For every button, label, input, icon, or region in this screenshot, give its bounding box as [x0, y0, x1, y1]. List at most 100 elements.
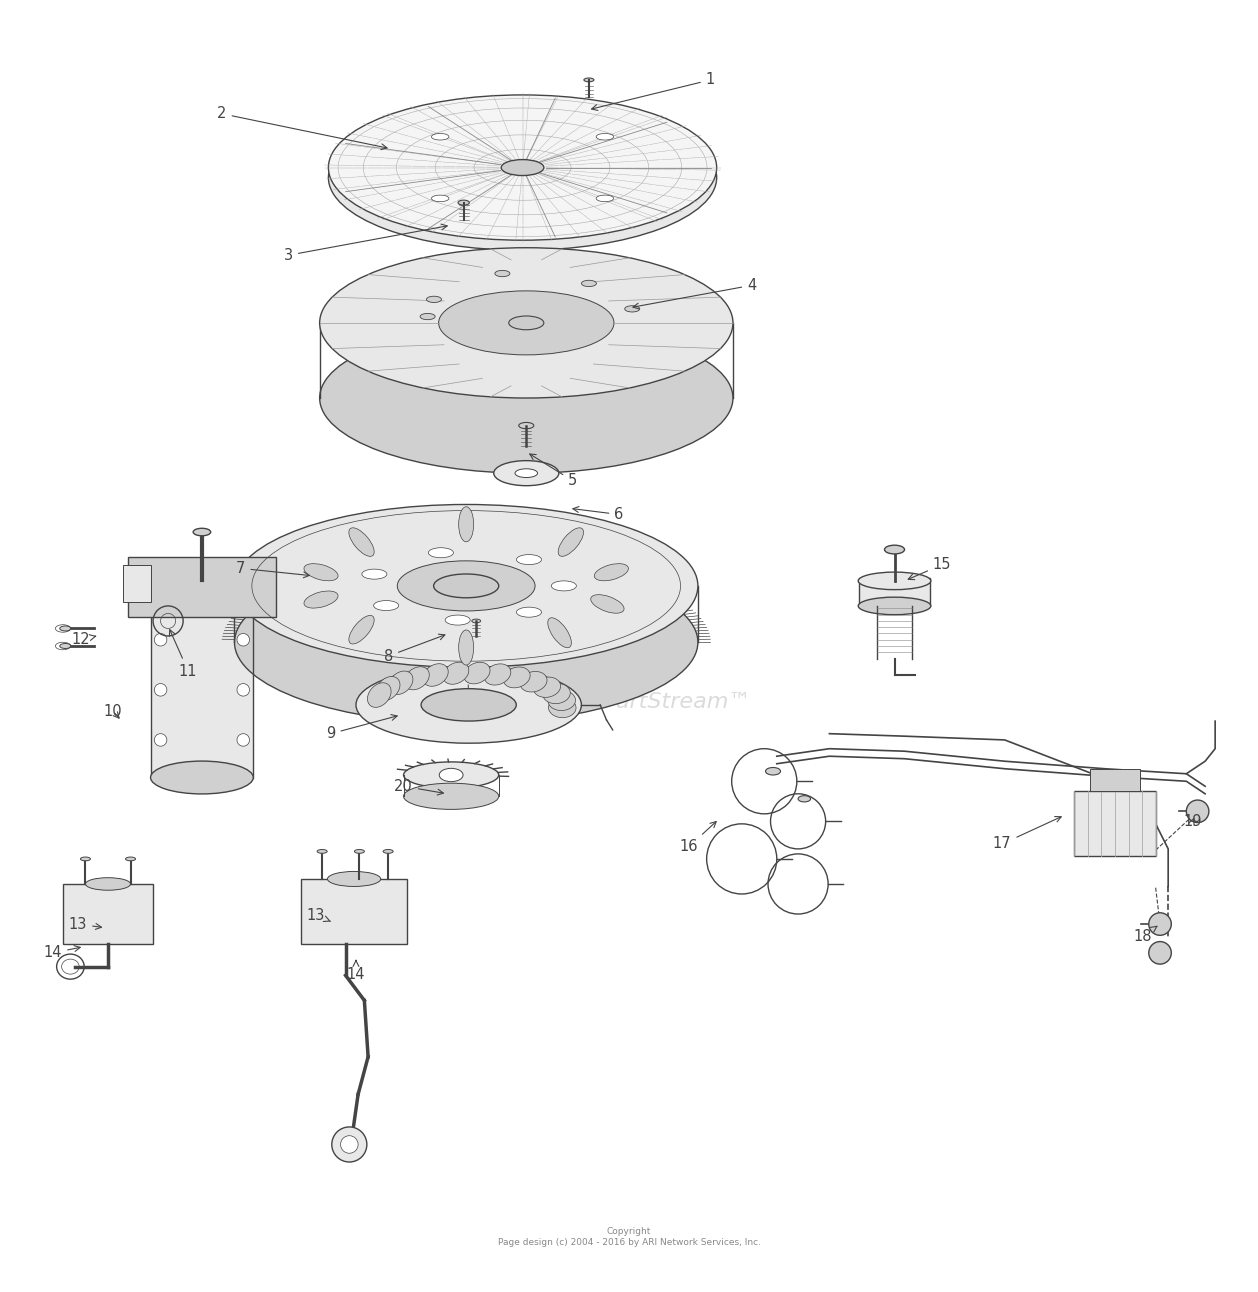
Ellipse shape: [503, 667, 530, 687]
Ellipse shape: [594, 563, 629, 581]
Ellipse shape: [304, 590, 338, 609]
Circle shape: [1149, 942, 1171, 964]
Ellipse shape: [126, 857, 136, 860]
Ellipse shape: [356, 667, 581, 743]
Ellipse shape: [484, 664, 511, 685]
Ellipse shape: [151, 761, 253, 795]
Ellipse shape: [234, 561, 698, 724]
Circle shape: [155, 683, 167, 696]
Ellipse shape: [60, 625, 70, 630]
Bar: [859, 579, 930, 606]
Bar: [301, 879, 408, 944]
Ellipse shape: [625, 306, 640, 311]
Text: 13: 13: [69, 916, 102, 932]
Ellipse shape: [404, 667, 429, 690]
Circle shape: [332, 1127, 367, 1162]
Text: 7: 7: [237, 561, 309, 578]
Ellipse shape: [60, 643, 70, 649]
Ellipse shape: [194, 528, 210, 536]
Text: 3: 3: [284, 224, 447, 262]
Text: 2: 2: [218, 106, 387, 150]
Ellipse shape: [355, 850, 365, 853]
Ellipse shape: [426, 296, 442, 302]
Text: 10: 10: [103, 704, 122, 718]
Ellipse shape: [766, 767, 780, 775]
Ellipse shape: [429, 548, 453, 558]
Ellipse shape: [591, 594, 624, 614]
Text: 9: 9: [326, 714, 398, 742]
Text: 8: 8: [384, 634, 445, 664]
Ellipse shape: [518, 422, 533, 429]
Ellipse shape: [421, 689, 516, 721]
Ellipse shape: [508, 317, 543, 329]
Ellipse shape: [404, 762, 498, 788]
Circle shape: [341, 1136, 359, 1154]
Ellipse shape: [559, 528, 584, 557]
Ellipse shape: [317, 850, 327, 853]
Ellipse shape: [443, 663, 469, 685]
Ellipse shape: [581, 280, 596, 287]
Text: 13: 13: [307, 908, 331, 922]
Ellipse shape: [404, 783, 498, 809]
Ellipse shape: [376, 677, 400, 700]
Ellipse shape: [494, 270, 509, 276]
Circle shape: [155, 633, 167, 646]
Ellipse shape: [304, 563, 338, 581]
Ellipse shape: [596, 195, 614, 202]
Ellipse shape: [328, 94, 717, 240]
Ellipse shape: [367, 682, 391, 707]
Ellipse shape: [348, 528, 374, 557]
Ellipse shape: [439, 769, 463, 782]
Ellipse shape: [384, 850, 394, 853]
Ellipse shape: [423, 664, 448, 686]
Ellipse shape: [362, 570, 387, 579]
Ellipse shape: [472, 619, 481, 623]
Text: ARI PartStream™: ARI PartStream™: [557, 693, 750, 712]
Ellipse shape: [458, 200, 469, 205]
Circle shape: [1186, 800, 1209, 823]
Ellipse shape: [517, 607, 541, 618]
Text: 4: 4: [633, 278, 756, 309]
Text: 17: 17: [993, 817, 1062, 851]
Ellipse shape: [398, 561, 535, 611]
Ellipse shape: [81, 857, 91, 860]
Ellipse shape: [431, 133, 449, 140]
Ellipse shape: [596, 133, 614, 140]
Ellipse shape: [234, 504, 698, 667]
Ellipse shape: [858, 597, 931, 615]
Ellipse shape: [542, 683, 570, 704]
Ellipse shape: [551, 581, 576, 590]
Ellipse shape: [328, 105, 717, 251]
Ellipse shape: [320, 248, 733, 398]
Bar: [1074, 791, 1156, 857]
Ellipse shape: [459, 506, 474, 541]
Ellipse shape: [445, 615, 470, 625]
Text: 19: 19: [1184, 814, 1201, 829]
Ellipse shape: [439, 291, 614, 355]
Bar: [1089, 769, 1140, 791]
Ellipse shape: [515, 469, 537, 478]
Ellipse shape: [548, 690, 575, 711]
Ellipse shape: [348, 615, 374, 643]
Text: 1: 1: [591, 72, 715, 110]
Circle shape: [155, 734, 167, 747]
Ellipse shape: [86, 877, 131, 890]
Text: 12: 12: [72, 632, 96, 647]
Bar: [151, 592, 253, 778]
Text: 16: 16: [679, 822, 716, 854]
Ellipse shape: [798, 796, 810, 802]
Ellipse shape: [464, 663, 491, 683]
Ellipse shape: [374, 601, 399, 611]
Ellipse shape: [320, 323, 733, 473]
Circle shape: [237, 633, 249, 646]
Text: 14: 14: [44, 946, 81, 960]
Ellipse shape: [493, 461, 559, 486]
Text: 15: 15: [908, 557, 951, 580]
Circle shape: [1149, 912, 1171, 935]
Text: Copyright
Page design (c) 2004 - 2016 by ARI Network Services, Inc.: Copyright Page design (c) 2004 - 2016 by…: [497, 1227, 761, 1247]
Ellipse shape: [884, 545, 905, 554]
Bar: [128, 557, 276, 618]
Ellipse shape: [434, 574, 498, 598]
Ellipse shape: [151, 576, 253, 609]
Ellipse shape: [858, 572, 931, 589]
